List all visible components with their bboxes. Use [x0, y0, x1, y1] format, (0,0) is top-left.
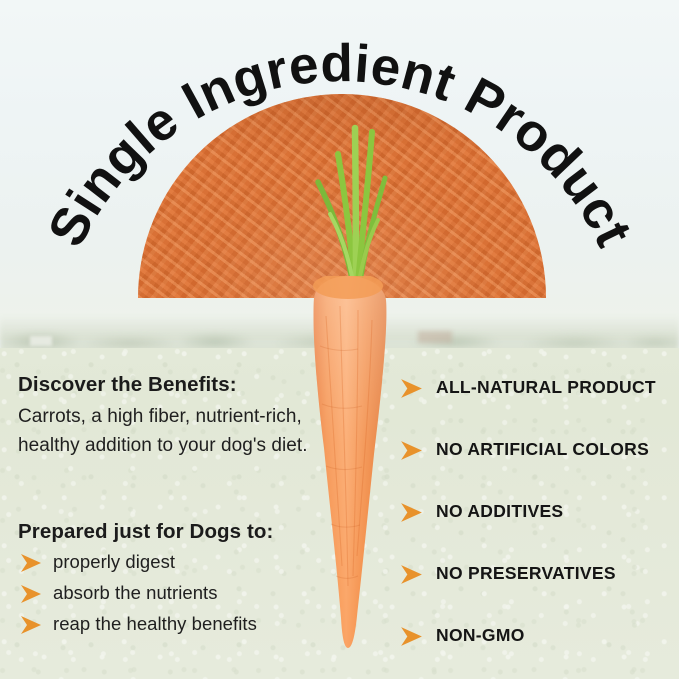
- benefits-block: Discover the Benefits: Carrots, a high f…: [18, 372, 310, 460]
- list-item: absorb the nutrients: [18, 583, 318, 605]
- chevron-right-icon: [401, 564, 422, 584]
- chevron-right-icon: [401, 378, 422, 398]
- feature-item: ALL-NATURAL PRODUCT: [398, 376, 673, 400]
- feature-item: NO ARTIFICIAL COLORS: [398, 438, 673, 462]
- page-title-text: Single Ingredient Product: [37, 34, 644, 256]
- prepared-heading: Prepared just for Dogs to:: [18, 520, 274, 543]
- page-title: Single Ingredient Product: [37, 34, 644, 256]
- chevron-right-icon: [401, 440, 422, 460]
- list-item-label: absorb the nutrients: [53, 582, 218, 604]
- chevron-right-icon: [401, 626, 422, 646]
- list-item: reap the healthy benefits: [18, 614, 318, 636]
- list-item-label: properly digest: [53, 551, 176, 573]
- chevron-right-icon: [401, 502, 422, 522]
- benefits-heading: Discover the Benefits:: [18, 373, 237, 396]
- feature-label: NON-GMO: [436, 625, 525, 646]
- list-item-label: reap the healthy benefits: [53, 613, 257, 635]
- feature-label: NO ADDITIVES: [436, 501, 564, 522]
- background-barn: [418, 331, 452, 343]
- background-shed: [30, 336, 52, 346]
- feature-item: NON-GMO: [398, 624, 673, 648]
- chevron-right-icon: [21, 553, 41, 572]
- benefits-paragraph: Carrots, a high fiber, nutrient-rich, he…: [18, 405, 308, 456]
- feature-item: NO PRESERVATIVES: [398, 562, 673, 586]
- prepared-list: properly digest absorb the nutrients rea…: [18, 552, 318, 636]
- chevron-right-icon: [21, 584, 41, 603]
- prepared-block: Prepared just for Dogs to: properly dige…: [18, 519, 318, 645]
- feature-label: ALL-NATURAL PRODUCT: [436, 377, 656, 398]
- list-item: properly digest: [18, 552, 318, 574]
- carrot-image: [300, 276, 400, 648]
- chevron-right-icon: [21, 615, 41, 634]
- feature-label: NO PRESERVATIVES: [436, 563, 616, 584]
- features-list: ALL-NATURAL PRODUCT NO ARTIFICIAL COLORS…: [398, 376, 673, 648]
- feature-label: NO ARTIFICIAL COLORS: [436, 439, 650, 460]
- feature-item: NO ADDITIVES: [398, 500, 673, 524]
